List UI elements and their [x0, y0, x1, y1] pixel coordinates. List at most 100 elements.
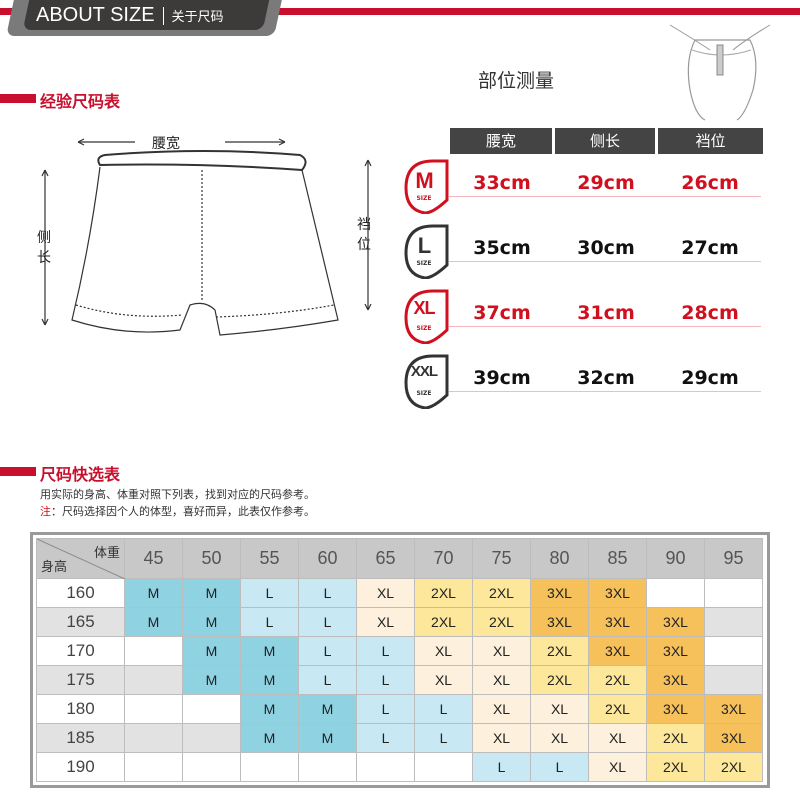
size-badge-icon — [404, 289, 449, 344]
size-cell — [704, 578, 763, 608]
size-cell: XL — [472, 694, 531, 724]
label-side: 侧长 — [37, 230, 51, 266]
size-cell: XL — [356, 578, 415, 608]
size-badge-sub: SIZE — [416, 390, 432, 397]
size-cell: XL — [588, 723, 647, 753]
size-value: 26cm — [681, 172, 739, 194]
size-cell: 2XL — [646, 752, 705, 782]
size-cell: M — [240, 636, 299, 666]
size-value: 31cm — [577, 302, 635, 324]
size-cell: 3XL — [530, 607, 589, 637]
size-cell: L — [414, 723, 473, 753]
size-cell — [182, 752, 241, 782]
size-cell: L — [530, 752, 589, 782]
size-cell: 2XL — [588, 694, 647, 724]
height-cell: 190 — [36, 752, 125, 782]
weight-header: 45 — [124, 538, 183, 579]
height-cell: 165 — [36, 607, 125, 637]
size-cell: XL — [530, 694, 589, 724]
row-underline — [449, 261, 761, 262]
size-cell — [124, 694, 183, 724]
size-cell: 2XL — [704, 752, 763, 782]
size-cell: L — [472, 752, 531, 782]
size-badge-letter: M — [415, 168, 433, 193]
height-cell: 175 — [36, 665, 125, 695]
weight-header: 80 — [530, 538, 589, 579]
measure-title: 部位测量 — [478, 70, 555, 92]
size-cell: M — [182, 665, 241, 695]
col-rise: 裆位 — [658, 128, 763, 154]
size-badge-xl: XL SIZE — [403, 288, 449, 344]
height-cell: 180 — [36, 694, 125, 724]
size-value: 37cm — [473, 302, 531, 324]
table-row: 180 M M L L XL XL 2XL 3XL 3XL — [36, 694, 763, 724]
size-cell: M — [298, 694, 357, 724]
label-rise: 裆位 — [357, 217, 371, 253]
height-cell: 160 — [36, 578, 125, 608]
size-cell — [298, 752, 357, 782]
size-cell — [240, 752, 299, 782]
size-cell: 2XL — [472, 578, 531, 608]
height-cell: 170 — [36, 636, 125, 666]
size-cell: 2XL — [414, 607, 473, 637]
size-badge-l: L SIZE — [403, 223, 449, 279]
header-separator — [162, 6, 164, 25]
size-cell: 2XL — [530, 636, 589, 666]
size-cell: 3XL — [588, 578, 647, 608]
size-cell: 2XL — [472, 607, 531, 637]
size-quick-table: 体重 身高 45 50 55 60 65 70 75 80 85 90 95 160 M M L L XL 2X… — [36, 538, 763, 782]
quick-note: 注：尺码选择因个人的体型，喜好而异，此表仅作参考。 — [40, 503, 315, 519]
size-value: 33cm — [473, 172, 531, 194]
size-badge-sub: SIZE — [416, 195, 432, 202]
size-cell — [704, 607, 763, 637]
weight-header: 50 — [182, 538, 241, 579]
size-cell: M — [240, 694, 299, 724]
size-cell: M — [240, 665, 299, 695]
header-title-cn: 关于尺码 — [171, 9, 224, 24]
size-cell: 3XL — [646, 694, 705, 724]
size-cell: L — [298, 636, 357, 666]
header-title-en: ABOUT SIZE — [36, 4, 155, 26]
weight-header: 85 — [588, 538, 647, 579]
size-cell: 3XL — [646, 636, 705, 666]
weight-header: 60 — [298, 538, 357, 579]
size-cell: XL — [414, 665, 473, 695]
size-cell: L — [356, 636, 415, 666]
table-row: 165 M M L L XL 2XL 2XL 3XL 3XL 3XL — [36, 607, 763, 637]
section-title-experience: 经验尺码表 — [40, 92, 121, 111]
section-marker — [0, 94, 36, 103]
size-cell: L — [298, 607, 357, 637]
size-badge-sub: SIZE — [416, 260, 432, 267]
section-title-quick: 尺码快选表 — [40, 465, 121, 484]
size-row: 37cm 31cm 28cm — [452, 302, 760, 324]
size-badge-sub: SIZE — [416, 325, 432, 332]
size-table-header: 腰宽 侧长 裆位 — [450, 128, 763, 154]
size-cell: M — [240, 723, 299, 753]
height-cell: 185 — [36, 723, 125, 753]
note-text: ：尺码选择因个人的体型，喜好而异，此表仅作参考。 — [51, 505, 315, 518]
size-value: 27cm — [681, 237, 739, 259]
weight-header: 65 — [356, 538, 415, 579]
size-cell: L — [240, 578, 299, 608]
size-cell — [704, 665, 763, 695]
size-badge-letter: XXL — [410, 363, 438, 380]
size-value: 29cm — [681, 367, 739, 389]
size-cell: XL — [414, 636, 473, 666]
size-cell: 3XL — [704, 723, 763, 753]
weight-header: 95 — [704, 538, 763, 579]
size-cell: L — [356, 665, 415, 695]
size-row: 33cm 29cm 26cm — [452, 172, 760, 194]
table-row: 170 M M L L XL XL 2XL 3XL 3XL — [36, 636, 763, 666]
size-cell: 3XL — [646, 607, 705, 637]
size-cell: M — [298, 723, 357, 753]
table-row: 160 M M L L XL 2XL 2XL 3XL 3XL — [36, 578, 763, 608]
size-value: 35cm — [473, 237, 531, 259]
size-cell: M — [124, 607, 183, 637]
size-cell: M — [182, 636, 241, 666]
table-row: 190 L L XL 2XL 2XL — [36, 752, 763, 782]
size-cell: M — [124, 578, 183, 608]
size-cell: XL — [472, 723, 531, 753]
shorts-diagram — [41, 138, 372, 336]
size-cell — [124, 665, 183, 695]
quick-description: 用实际的身高、体重对照下列表，找到对应的尺码参考。 — [40, 488, 315, 501]
